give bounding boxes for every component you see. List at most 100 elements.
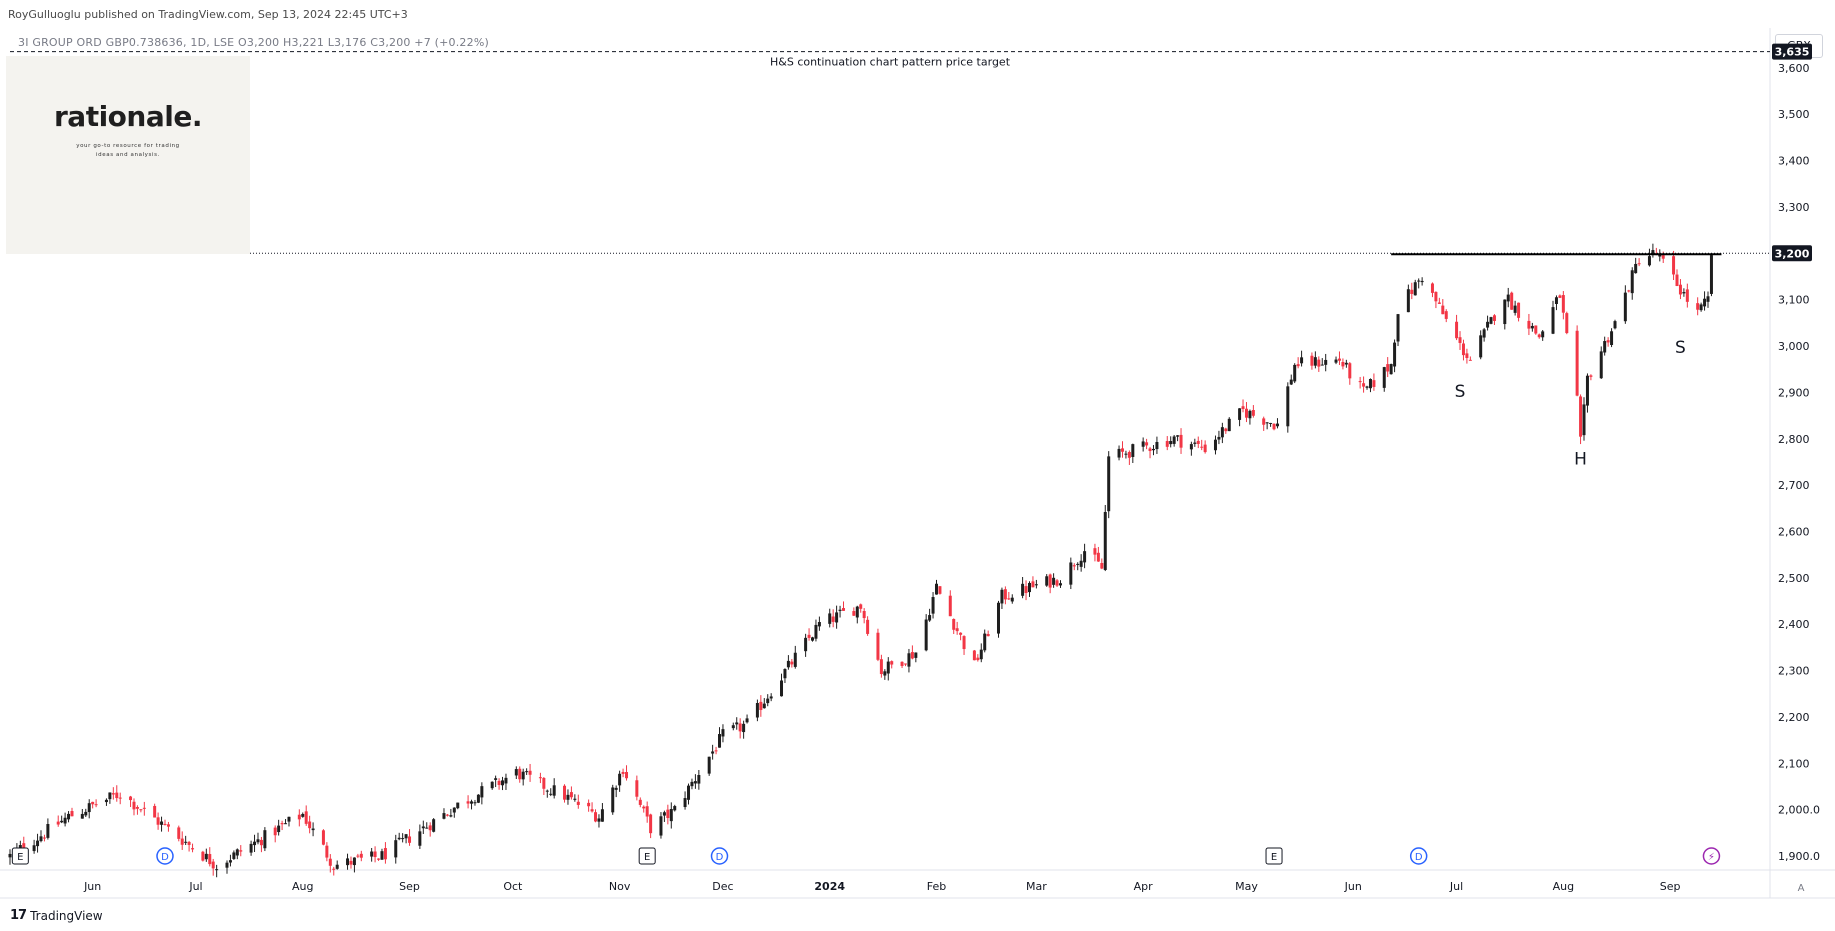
candle-body <box>1558 295 1562 298</box>
candle-body <box>191 848 195 850</box>
candle-body <box>67 813 71 820</box>
candle-body <box>132 801 136 810</box>
candle-body <box>452 807 456 813</box>
candle-body <box>1434 291 1438 302</box>
candle-body <box>948 595 952 617</box>
earnings-marker <box>1265 847 1283 865</box>
news-flash-marker <box>1702 847 1721 865</box>
candle-body <box>542 777 546 789</box>
candle-body <box>611 787 615 813</box>
candle-body <box>135 807 139 809</box>
candle-body <box>780 680 784 697</box>
y-tick-label: 2,800 <box>1778 433 1810 446</box>
candle-body <box>456 802 460 809</box>
candle-body <box>401 838 405 840</box>
price-target-badge-label: 3,635 <box>1775 46 1810 59</box>
footer-brand[interactable]: 17 TradingView <box>10 908 103 923</box>
x-tick-label: Feb <box>927 880 946 893</box>
candle-body <box>614 787 618 790</box>
candle-body <box>228 860 232 863</box>
candle-body <box>346 858 350 866</box>
candle-body <box>962 636 966 650</box>
candle-body <box>659 816 663 836</box>
candle-body <box>1465 353 1469 358</box>
candle-body <box>177 827 181 839</box>
y-tick-label: 2,100 <box>1778 757 1810 770</box>
candle-body <box>1479 335 1483 358</box>
candle-body <box>1058 583 1062 586</box>
candle-body <box>1003 589 1007 600</box>
earnings-marker-label: E <box>1271 852 1277 863</box>
candle-body <box>1530 325 1534 329</box>
auto-scale-button[interactable]: A <box>1797 883 1805 894</box>
candle-body <box>1103 511 1107 570</box>
x-tick-label: Apr <box>1134 880 1154 893</box>
y-tick-label: 2,500 <box>1778 572 1810 585</box>
candle-body <box>538 777 542 779</box>
candle-body <box>201 851 205 861</box>
candle-body <box>394 840 398 858</box>
candle-body <box>1637 263 1641 265</box>
candle-body <box>63 817 67 824</box>
candle-body <box>163 823 167 825</box>
candle-body <box>280 823 284 825</box>
candle-body <box>1582 404 1586 436</box>
candle-body <box>1193 442 1197 444</box>
candle-body <box>786 660 790 668</box>
candle-body <box>549 793 553 795</box>
candle-body <box>693 781 697 784</box>
tradingview-logo-icon: 17 <box>10 908 27 923</box>
candle-body <box>1623 292 1627 322</box>
x-tick-label: Aug <box>1553 880 1574 893</box>
candle-body <box>1430 283 1434 293</box>
candle-body <box>817 622 821 627</box>
candle-body <box>335 864 339 869</box>
current-price-badge <box>1772 245 1812 262</box>
candle-body <box>1310 355 1314 366</box>
x-tick-label: Jul <box>1449 880 1463 893</box>
candle-body <box>783 669 787 679</box>
candle-body <box>1606 340 1610 343</box>
y-tick-label: 3,100 <box>1778 294 1810 307</box>
candle-body <box>1675 274 1679 286</box>
candle-body <box>924 619 928 651</box>
candle-body <box>501 780 505 786</box>
candle-body <box>1627 290 1631 292</box>
earnings-marker <box>11 847 29 865</box>
candle-body <box>738 723 742 732</box>
candle-body <box>1203 444 1207 453</box>
candle-body <box>1251 410 1255 416</box>
candle-body <box>769 696 773 699</box>
candle-body <box>321 830 325 845</box>
candle-body <box>249 843 253 853</box>
x-tick-label: 2024 <box>814 880 845 893</box>
candle-body <box>855 606 859 618</box>
candle-body <box>1420 280 1424 283</box>
candle-body <box>466 801 470 804</box>
candle-body <box>545 790 549 792</box>
candle-body <box>1048 574 1052 588</box>
candle-body <box>866 619 870 634</box>
candle-body <box>914 652 918 658</box>
candle-body <box>972 650 976 661</box>
price-target-badge <box>1772 43 1812 60</box>
candle-body <box>370 851 374 857</box>
candle-body <box>886 661 890 674</box>
candle-body <box>518 768 522 780</box>
candle-body <box>46 824 50 838</box>
candle-body <box>1141 441 1145 447</box>
candle-body <box>528 770 532 775</box>
candle-body <box>349 860 353 865</box>
candle-body <box>1682 292 1686 294</box>
candle-body <box>108 792 112 800</box>
candle-body <box>1031 581 1035 588</box>
candle-body <box>1324 359 1328 365</box>
candle-body <box>1313 357 1317 366</box>
candle-body <box>1396 314 1400 342</box>
dividend-marker-label: D <box>716 852 724 863</box>
candle-body <box>859 604 863 609</box>
footer-label: TradingView <box>30 908 103 923</box>
brand-tagline: your go-to resource for trading ideas an… <box>76 143 180 158</box>
candle-body <box>1503 299 1507 325</box>
